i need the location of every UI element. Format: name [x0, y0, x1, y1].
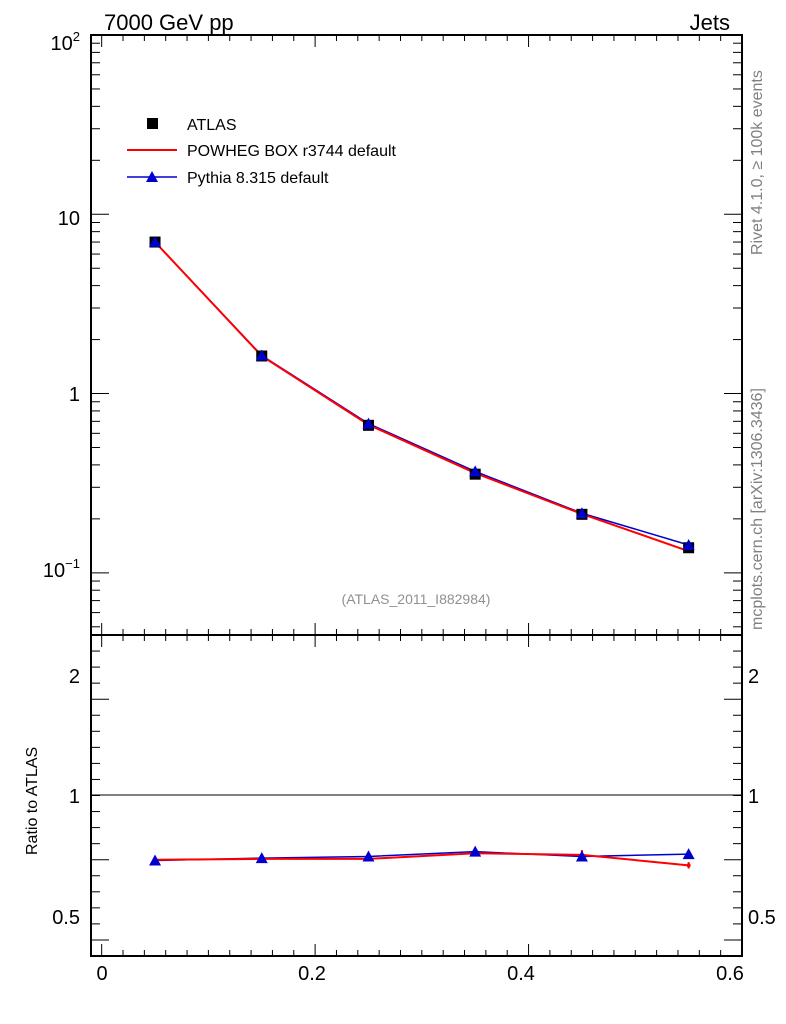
main-pythia-point	[362, 417, 375, 429]
main-ytick-label-100: 102	[51, 29, 80, 55]
ratio-ytick-label-right-0.5: 0.5	[748, 907, 776, 929]
main-series-powheg-line	[154, 241, 689, 553]
ratio-ytick-label-right-1: 1	[748, 786, 759, 808]
main-pythia-point	[149, 236, 162, 248]
ratio-pythia-point	[362, 850, 375, 862]
main-axis-ticks	[91, 34, 743, 635]
main-ytick-100-exp: 2	[73, 29, 80, 44]
main-series-group	[149, 236, 695, 554]
analysis-id: (ATLAS_2011_I882984)	[342, 591, 491, 607]
xtick-label-0: 0	[96, 963, 107, 985]
legend-atlas-marker	[147, 118, 158, 129]
main-ytick-100-base: 10	[51, 33, 73, 55]
ratio-powheg-point	[686, 863, 691, 868]
xtick-label-0.4: 0.4	[507, 963, 535, 985]
legend: ATLAS POWHEG BOX r3744 default Pythia 8.…	[127, 117, 397, 187]
legend-pythia-marker	[146, 171, 158, 182]
ratio-pythia-point	[469, 845, 482, 857]
ratio-ytick-label-right-2: 2	[748, 666, 759, 688]
ratio-pythia-point	[575, 850, 588, 862]
legend-pythia-label: Pythia 8.315 default	[187, 170, 329, 187]
title-right: Jets	[690, 10, 730, 35]
side-label-mcplots: mcplots.cern.ch [arXiv:1306.3436]	[749, 388, 766, 630]
title-left: 7000 GeV pp	[104, 10, 234, 35]
ratio-pythia-point	[149, 854, 162, 866]
main-ytick-label-0.1: 10−1	[43, 556, 80, 582]
main-pythia-point	[682, 538, 695, 550]
main-ytick-01-exp: −1	[65, 556, 80, 571]
ratio-ytick-label-2: 2	[69, 666, 80, 688]
main-ytick-label-1: 1	[69, 384, 80, 406]
ratio-series-group	[149, 845, 695, 869]
ratio-ytick-label-1: 1	[69, 786, 80, 808]
xtick-label-0.2: 0.2	[298, 963, 326, 985]
main-series-pythia-line	[154, 241, 689, 546]
main-pythia-point	[255, 349, 268, 361]
main-ytick-label-10: 10	[58, 208, 80, 230]
ratio-series-powheg-line	[155, 852, 689, 867]
ratio-ytick-label-0.5: 0.5	[52, 907, 80, 929]
side-label-rivet: Rivet 4.1.0, ≥ 100k events	[749, 70, 766, 255]
ratio-pythia-point	[682, 848, 695, 860]
ratio-ylabel: Ratio to ATLAS	[24, 747, 41, 855]
legend-atlas-label: ATLAS	[187, 117, 237, 134]
main-pythia-point	[469, 465, 482, 477]
main-ytick-01-base: 10	[43, 560, 65, 582]
legend-powheg-label: POWHEG BOX r3744 default	[187, 143, 397, 160]
xtick-label-0.6: 0.6	[716, 963, 744, 985]
main-pythia-point	[575, 507, 588, 519]
ratio-pythia-point	[255, 852, 268, 864]
